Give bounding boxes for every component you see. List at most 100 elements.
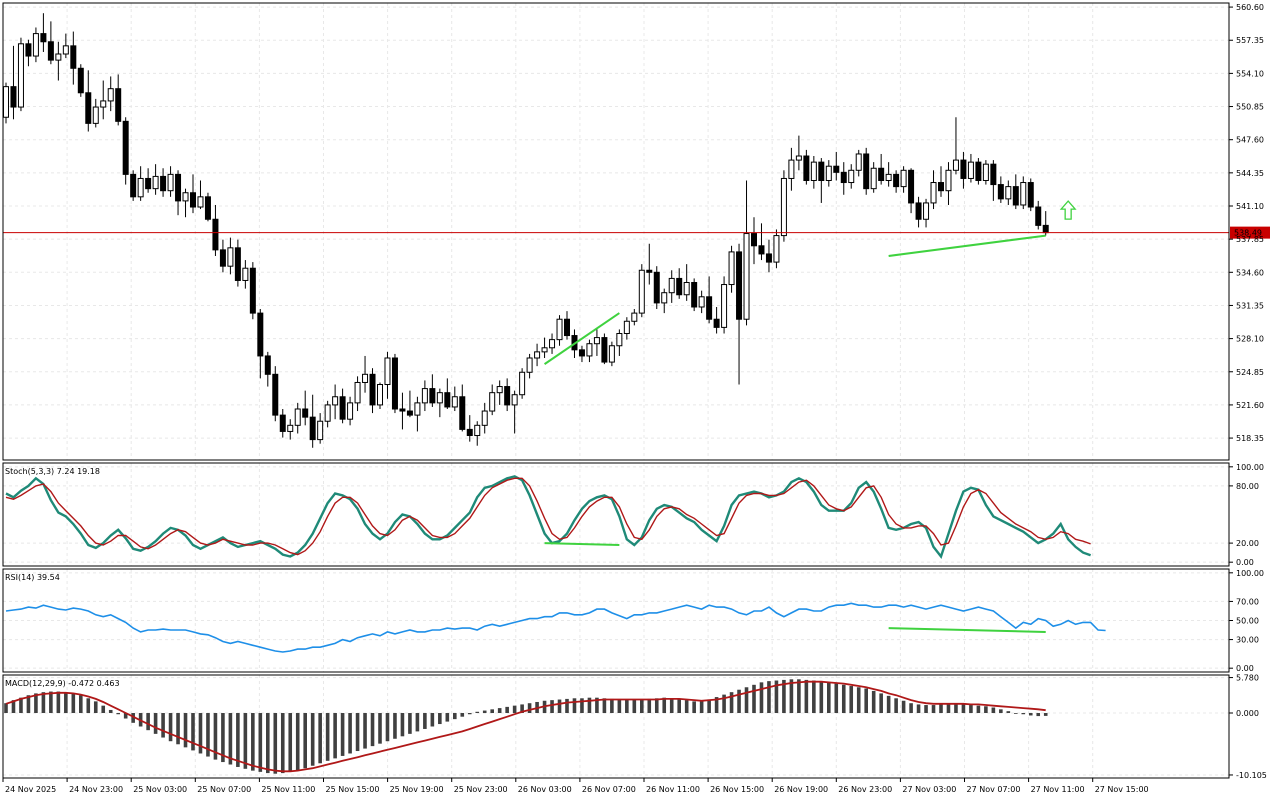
macd-histogram-bar <box>565 698 569 714</box>
macd-histogram-bar <box>849 686 854 714</box>
candle-body <box>795 155 802 161</box>
macd-histogram-bar <box>86 698 91 714</box>
candle-body <box>586 343 593 357</box>
macd-histogram-bar <box>400 713 405 737</box>
x-tick-label: 25 Nov 15:00 <box>326 785 380 794</box>
macd-histogram-bar <box>430 713 435 727</box>
candle-body <box>751 233 757 247</box>
rsi-y-tick-label: 70.00 <box>1236 597 1259 606</box>
rsi-panel[interactable]: RSI(14) 39.54 <box>5 573 1106 653</box>
macd-histogram-bar <box>737 689 741 714</box>
macd-histogram-bar <box>348 713 352 754</box>
macd-histogram-bar <box>789 679 794 714</box>
candle-body <box>848 169 855 184</box>
candle-body <box>459 396 466 430</box>
candle-body <box>564 318 570 337</box>
candle-body <box>55 53 62 61</box>
candle-body <box>115 88 122 122</box>
price-y-tick-label: 528.10 <box>1236 335 1264 344</box>
candle-body <box>900 169 907 188</box>
stoch-k-line <box>5 475 1092 560</box>
candle-body <box>608 345 615 363</box>
trendline <box>888 627 1046 633</box>
macd-histogram-bar <box>280 713 285 774</box>
macd-histogram-bar <box>699 701 704 714</box>
candle-body <box>549 339 556 349</box>
macd-histogram-bar <box>123 713 128 719</box>
candle-body <box>85 92 92 124</box>
candle-body <box>32 33 39 57</box>
macd-histogram-bar <box>41 692 46 714</box>
candle-body <box>840 171 847 184</box>
candle-body <box>1035 206 1042 226</box>
macd-histogram-bar <box>363 713 367 749</box>
macd-histogram-bar <box>101 705 106 714</box>
candle-body <box>137 177 144 198</box>
candle-body <box>227 247 234 267</box>
macd-panel[interactable]: MACD(12,29,9) -0.472 0.463 <box>4 679 1048 774</box>
macd-histogram-bar <box>93 701 98 714</box>
candle-body <box>593 337 600 345</box>
macd-histogram-bar <box>886 695 891 714</box>
x-tick-label: 27 Nov 03:00 <box>902 785 956 794</box>
macd-y-tick-label: 5.780 <box>1236 674 1259 683</box>
candle-body <box>481 410 488 426</box>
macd-histogram-bar <box>677 698 681 714</box>
x-tick-label: 26 Nov 11:00 <box>646 785 700 794</box>
macd-histogram-bar <box>191 713 195 751</box>
macd-histogram-bar <box>34 693 38 714</box>
macd-histogram-bar <box>445 713 450 722</box>
candle-body <box>249 267 256 314</box>
price-y-tick-label: 521.60 <box>1236 401 1264 410</box>
macd-histogram-bar <box>213 713 218 760</box>
macd-y-tick-label: 0.000 <box>1236 709 1259 718</box>
candle-body <box>863 153 870 190</box>
current-price-badge <box>1230 226 1270 239</box>
candle-body <box>466 428 473 437</box>
candle-body <box>893 173 900 188</box>
x-tick-label: 26 Nov 07:00 <box>582 785 636 794</box>
candle-body <box>945 169 952 192</box>
candle-body <box>414 402 421 416</box>
macd-histogram-bar <box>767 681 771 714</box>
macd-histogram-bar <box>370 713 375 747</box>
candle-body <box>25 43 32 57</box>
x-tick-label: 27 Nov 07:00 <box>967 785 1021 794</box>
macd-histogram-bar <box>617 699 622 714</box>
candle-body <box>47 41 54 61</box>
candle-body <box>317 420 324 441</box>
candle-body <box>347 402 354 420</box>
macd-histogram-bar <box>692 701 696 714</box>
macd-histogram-bar <box>587 697 592 714</box>
candle-body <box>915 202 922 220</box>
macd-histogram-bar <box>782 679 786 714</box>
macd-histogram-bar <box>797 679 801 714</box>
candle-body <box>758 245 765 255</box>
macd-histogram-bar <box>505 706 509 714</box>
candle-body <box>1042 224 1049 234</box>
current-price-label: 538.49 <box>1234 229 1262 238</box>
candle-body <box>70 45 77 69</box>
stochastic-panel[interactable]: Stoch(5,3,3) 7.24 19.18 <box>5 467 1092 560</box>
macd-histogram-bar <box>1021 713 1026 715</box>
candle-body <box>272 373 279 416</box>
macd-histogram-bar <box>669 698 674 714</box>
candle-body <box>578 349 585 357</box>
macd-signal-line <box>5 680 1046 773</box>
candle-body <box>279 414 286 432</box>
candle-body <box>384 357 391 386</box>
price-panel[interactable]: 538.49 <box>3 13 1270 448</box>
macd-histogram-bar <box>602 698 607 714</box>
macd-histogram-bar <box>79 695 83 714</box>
buy-arrow-icon <box>1059 200 1077 220</box>
macd-histogram-bar <box>236 713 240 767</box>
macd-histogram-bar <box>206 713 210 757</box>
macd-histogram-bar <box>1036 713 1041 717</box>
macd-histogram-bar <box>684 700 689 714</box>
candle-body <box>706 296 713 320</box>
macd-histogram-bar <box>654 698 659 714</box>
rsi-y-tick-label: 100.00 <box>1236 569 1264 578</box>
macd-histogram-bar <box>497 708 502 714</box>
